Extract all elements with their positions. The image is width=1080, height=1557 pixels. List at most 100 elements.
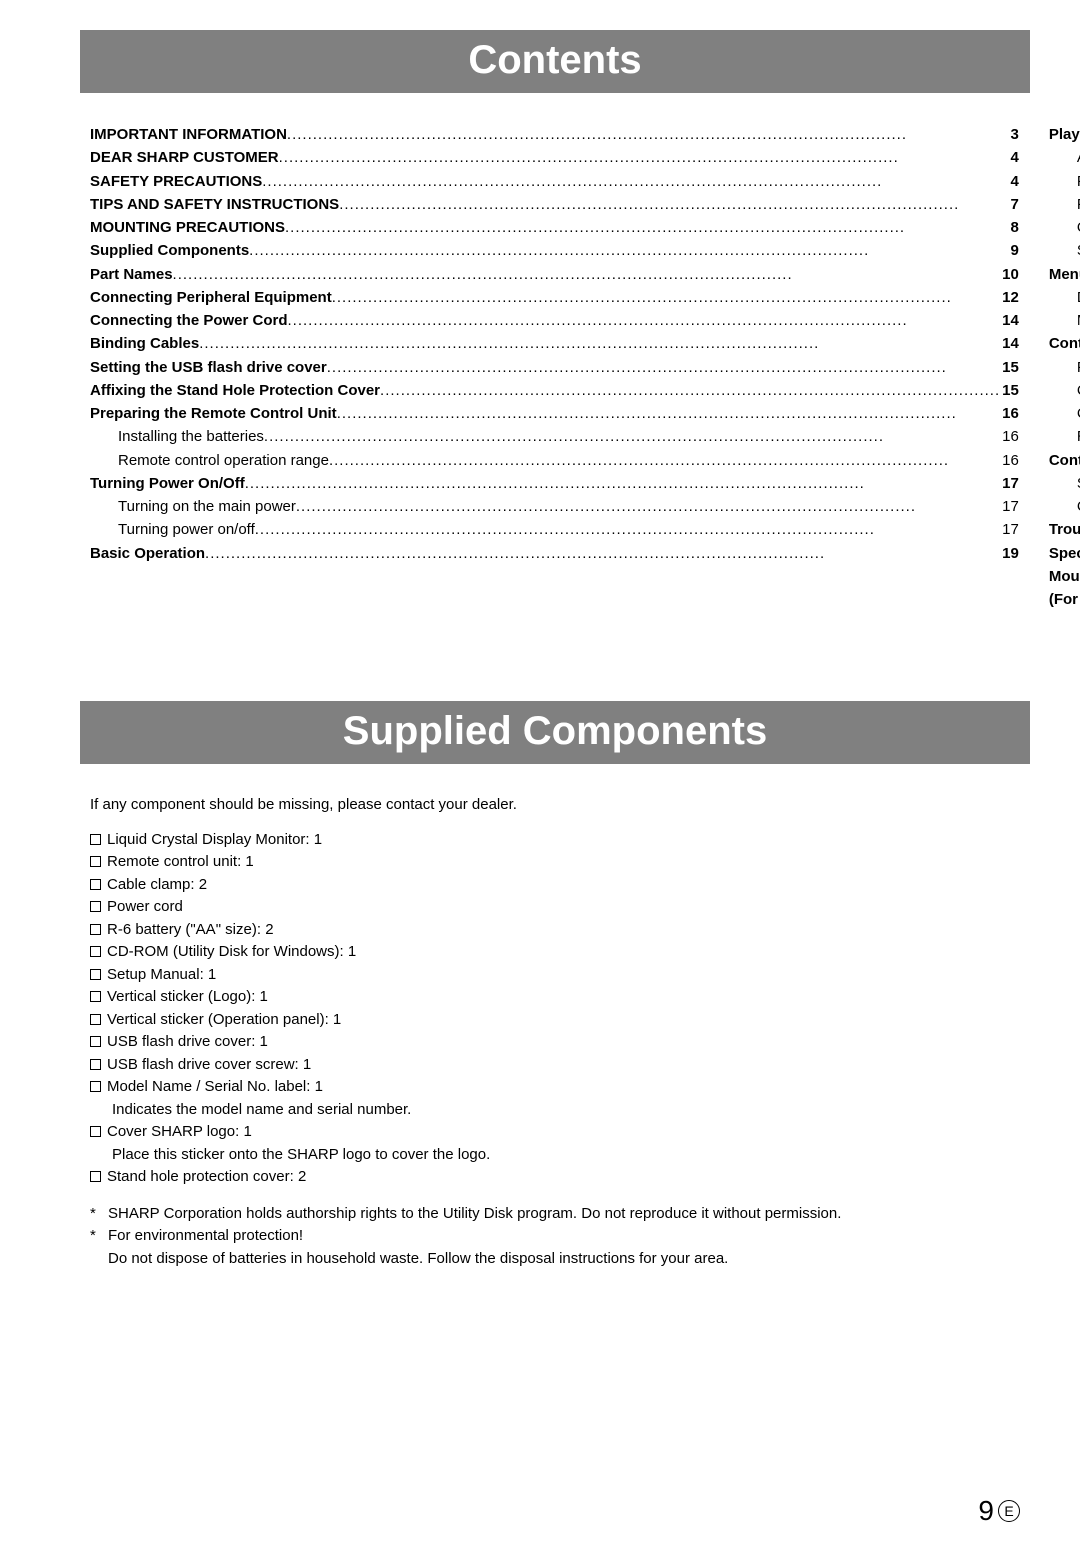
toc-label: Playing the Files in a USB Flash Drive [1049,123,1080,146]
toc-leader [288,309,1001,332]
supplied-item: Cable clamp: 2 [90,874,1020,897]
toc-page: 17 [1000,495,1019,518]
toc-row: Settings to connect to a LAN38 [1049,472,1080,495]
toc-page: 17 [1000,518,1019,541]
supplied-item-text: Cable clamp: 2 [107,876,207,893]
toc-row: IMPORTANT INFORMATION3 [90,123,1019,146]
toc-row: Menu item details26 [1049,309,1080,332]
toc-row: Connecting the Power Cord14 [90,309,1019,332]
supplied-notes: *SHARP Corporation holds authorship righ… [90,1203,1020,1271]
supplied-item: Cover SHARP logo: 1 [90,1121,1020,1144]
toc-page: 16 [1000,402,1019,425]
supplied-item-text: R-6 battery ("AA" size): 2 [107,921,274,938]
toc-label: Controlling the Monitor with a PC (LAN) [1049,449,1080,472]
toc-row: Mounting Precautions [1049,565,1080,588]
toc-label: (For SHARP dealers and service engineers… [1049,588,1080,611]
page-number: 9 E [978,1495,1020,1527]
toc-right-column: Playing the Files in a USB Flash Drive21… [1049,123,1080,611]
toc-label: Specifications [1049,542,1080,565]
supplied-item: Vertical sticker (Operation panel): 1 [90,1009,1020,1032]
supplied-item-text: USB flash drive cover screw: 1 [107,1056,311,1073]
toc-leader [339,193,1008,216]
toc-label: Supplied Components [90,239,249,262]
toc-label: Affixing the Stand Hole Protection Cover [90,379,380,402]
toc-page: 16 [1000,449,1019,472]
toc-label: Installing the batteries [118,425,264,448]
toc-leader [285,216,1008,239]
contents-header: Contents [80,30,1030,93]
toc-leader [264,425,1000,448]
toc-row: Auto playback21 [1049,146,1080,169]
toc-row: DEAR SHARP CUSTOMER4 [90,146,1019,169]
toc-row: Supplied Components 9 [90,239,1019,262]
note-line: *For environmental protection! [90,1225,1020,1248]
toc-label: Setting the USB flash drive cover [90,356,327,379]
toc-row: MOUNTING PRECAUTIONS8 [90,216,1019,239]
toc-label: Binding Cables [90,332,199,355]
toc-leader [287,123,1009,146]
toc-row: Part Names10 [90,263,1019,286]
supplied-item: USB flash drive cover: 1 [90,1031,1020,1054]
supplied-item: Remote control unit: 1 [90,851,1020,874]
toc-leader [199,332,1000,355]
toc-row: Turning on the main power 17 [90,495,1019,518]
toc-row: Setting the USB flash drive cover 15 [90,356,1019,379]
toc-leader [380,379,1000,402]
supplied-item: Power cord [90,896,1020,919]
toc-label: Turning on the main power [118,495,296,518]
toc-row: TIPS AND SAFETY INSTRUCTIONS7 [90,193,1019,216]
supplied-item: Model Name / Serial No. label: 1 [90,1076,1020,1099]
supplied-item-text: Setup Manual: 1 [107,966,216,983]
toc-label: Turning Power On/Off [90,472,245,495]
note-text: Do not dispose of batteries in household… [108,1248,728,1271]
note-bullet: * [90,1203,108,1226]
toc-label: Controlling the Monitor with a PC (RS-23… [1049,332,1080,355]
toc-page: 8 [1008,216,1018,239]
toc-label: Troubleshooting [1049,518,1080,541]
contents-title: Contents [80,38,1030,83]
toc-row: Connecting Peripheral Equipment12 [90,286,1019,309]
toc-label: Basic Operation [90,542,205,565]
supplied-item: Place this sticker onto the SHARP logo t… [90,1144,1020,1167]
supplied-item-text: Vertical sticker (Logo): 1 [107,988,268,1005]
page-number-value: 9 [978,1495,994,1527]
toc-row: (For SHARP dealers and service engineers… [1049,588,1080,611]
toc-page: 9 [1008,239,1018,262]
supplied-item: USB flash drive cover screw: 1 [90,1054,1020,1077]
supplied-item-text: Remote control unit: 1 [107,853,254,870]
table-of-contents: IMPORTANT INFORMATION3DEAR SHARP CUSTOME… [90,123,1020,611]
toc-leader [255,518,1000,541]
toc-row: Binding Cables14 [90,332,1019,355]
toc-page: 15 [1000,356,1019,379]
toc-row: Turning Power On/Off17 [90,472,1019,495]
supplied-item-text: USB flash drive cover: 1 [107,1033,268,1050]
checkbox-icon [90,924,101,935]
supplied-list: Liquid Crystal Display Monitor: 1Remote … [90,829,1020,1189]
checkbox-icon [90,856,101,867]
toc-row: Command-based control39 [1049,495,1080,518]
supplied-item-text: Power cord [107,898,183,915]
toc-label: Part Names [90,263,173,286]
supplied-item-text: Place this sticker onto the SHARP logo t… [112,1146,490,1163]
toc-row: Basic Operation 19 [90,542,1019,565]
toc-row: Turning power on/off 17 [90,518,1019,541]
toc-leader [296,495,1000,518]
toc-row: Preparing the Remote Control Unit16 [90,402,1019,425]
note-text: For environmental protection! [108,1225,303,1248]
toc-label: IMPORTANT INFORMATION [90,123,287,146]
toc-leader [262,170,1008,193]
checkbox-icon [90,901,101,912]
checkbox-icon [90,946,101,957]
toc-page: 19 [1000,542,1019,565]
toc-label: SAFETY PRECAUTIONS [90,170,262,193]
toc-label: Connecting Peripheral Equipment [90,286,332,309]
toc-leader [327,356,1000,379]
toc-label: Turning power on/off [118,518,255,541]
note-line: Do not dispose of batteries in household… [90,1248,1020,1271]
toc-row: Playing files21 [1049,170,1080,193]
note-bullet [90,1248,108,1271]
toc-label: Connecting the Power Cord [90,309,288,332]
toc-page: 4 [1008,170,1018,193]
toc-row: Controlling the Monitor with a PC (RS-23… [1049,332,1080,355]
supplied-section: If any component should be missing, plea… [90,794,1020,1270]
